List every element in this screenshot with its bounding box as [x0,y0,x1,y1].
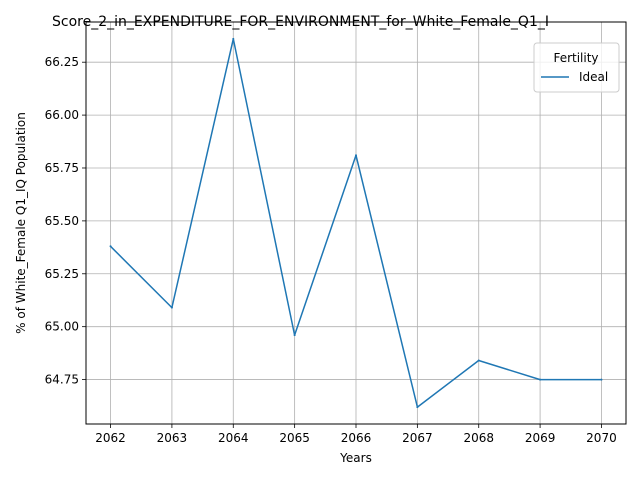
data-point [416,406,419,409]
x-tick-label: 2066 [341,431,372,445]
x-tick-label: 2063 [157,431,188,445]
data-point [539,378,542,381]
data-point [109,245,112,248]
x-tick-label: 2070 [586,431,617,445]
legend-box [533,42,620,93]
x-tick-label: 2069 [525,431,556,445]
y-tick-label: 65.50 [45,214,79,228]
data-point [232,37,235,40]
y-axis-ticks: 64.75 65.00 65.25 65.50 65.75 66.00 66.25 [45,55,86,387]
y-tick-label: 65.75 [45,161,79,175]
x-tick-label: 2067 [402,431,433,445]
y-tick-label: 66.00 [45,108,79,122]
x-tick-label: 2062 [95,431,126,445]
x-tick-label: 2065 [279,431,310,445]
x-axis-label: Years [339,451,372,465]
y-tick-label: 64.75 [45,373,79,387]
chart-title: Score_2_in_EXPENDITURE_FOR_ENVIRONMENT_f… [52,14,549,30]
legend-title: Fertility [553,51,598,65]
x-tick-label: 2068 [463,431,494,445]
y-axis-label: % of White_Female Q1_IQ Population [14,112,28,334]
x-axis-ticks: 2062 2063 2064 2065 2066 2067 2068 2069 2070 [95,424,617,445]
legend: Fertility Ideal [533,42,620,93]
x-tick-label: 2064 [218,431,249,445]
data-point [600,378,603,381]
data-point [293,334,296,337]
plot-area [109,37,603,409]
data-point [170,306,173,309]
y-tick-label: 65.25 [45,267,79,281]
data-point [477,359,480,362]
y-tick-label: 66.25 [45,55,79,69]
legend-entry-ideal: Ideal [579,70,608,84]
y-tick-label: 65.00 [45,320,79,334]
data-point [355,154,357,157]
